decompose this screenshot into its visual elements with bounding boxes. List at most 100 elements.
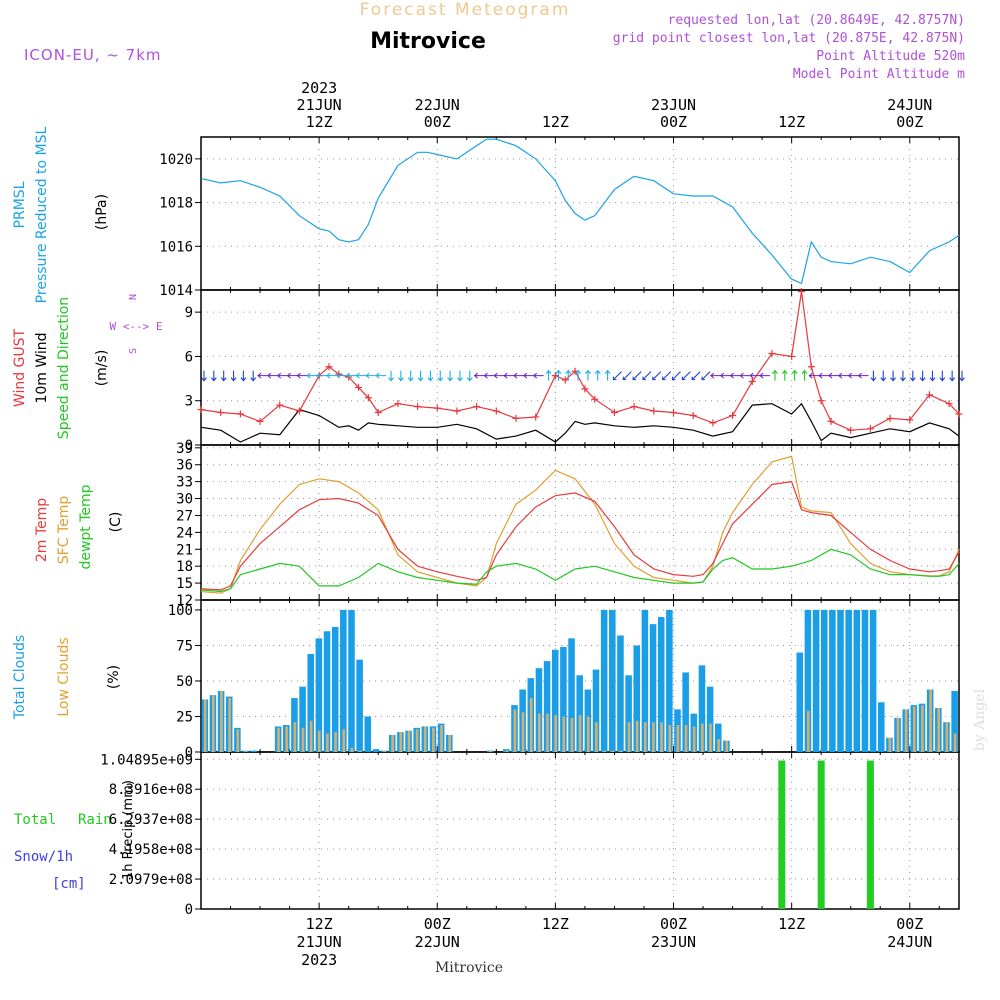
gust-marker bbox=[473, 403, 481, 411]
wind-direction-arrow bbox=[257, 372, 269, 379]
total-cloud-bar bbox=[837, 609, 844, 752]
clouds-labels: Total Clouds Low Clouds (%) bbox=[12, 635, 122, 720]
gust-marker bbox=[847, 426, 855, 434]
y-tick-label: 1.04895e+09 bbox=[100, 752, 193, 768]
low-cloud-bar bbox=[570, 717, 574, 752]
svg-text:(m/s): (m/s) bbox=[94, 350, 110, 387]
wind-direction-arrow bbox=[230, 370, 237, 382]
svg-text:2m Temp: 2m Temp bbox=[34, 498, 50, 562]
wind-direction-arrow bbox=[286, 372, 298, 379]
wind-compass: N W <--> E S bbox=[110, 294, 163, 354]
gust-marker bbox=[768, 349, 776, 357]
top-time-label: 12Z bbox=[542, 113, 569, 131]
y-tick-label: 39 bbox=[176, 441, 193, 457]
y-tick-label: 1018 bbox=[159, 196, 193, 212]
svg-text:Total Clouds: Total Clouds bbox=[12, 635, 28, 720]
precip-bar bbox=[866, 760, 874, 909]
gust-marker bbox=[325, 363, 333, 371]
low-cloud-bar bbox=[627, 722, 631, 752]
total-cloud-bar bbox=[869, 609, 877, 752]
top-time-label: 12Z bbox=[306, 113, 333, 131]
low-cloud-bar bbox=[652, 722, 655, 752]
low-cloud-bar bbox=[301, 727, 305, 752]
low-cloud-bar bbox=[912, 706, 916, 752]
wind-direction-arrow bbox=[949, 370, 956, 382]
total-cloud-bar bbox=[250, 750, 257, 752]
requested-coords: requested lon,lat (20.8649E, 42.8757N) bbox=[668, 13, 965, 28]
wind-direction-arrow bbox=[818, 372, 830, 379]
total-cloud-bar bbox=[796, 652, 804, 752]
wind-direction-arrow bbox=[296, 372, 308, 379]
svg-text:dewpt Temp: dewpt Temp bbox=[78, 484, 94, 569]
svg-text:N: N bbox=[128, 294, 139, 300]
total-cloud-bar bbox=[600, 609, 608, 752]
top-time-label: 00Z bbox=[424, 113, 451, 131]
wind-direction-arrow bbox=[652, 371, 662, 381]
gust-marker bbox=[276, 401, 284, 409]
total-cloud-bar bbox=[845, 609, 852, 752]
wind-direction-arrow bbox=[513, 372, 525, 379]
pressure-line bbox=[200, 138, 960, 285]
wind-direction-arrow bbox=[503, 372, 515, 379]
total-cloud-bar bbox=[568, 638, 575, 752]
low-cloud-bar bbox=[904, 709, 908, 752]
wind-direction-arrow bbox=[407, 370, 414, 382]
y-tick-label: 9 bbox=[185, 305, 193, 321]
gust-marker bbox=[906, 416, 914, 424]
wind-direction-arrow bbox=[857, 372, 869, 379]
bottom-time-label: 2023 bbox=[301, 951, 337, 969]
wind-direction-arrow bbox=[584, 369, 591, 381]
svg-text:10m Wind: 10m Wind bbox=[34, 332, 50, 403]
low-cloud-bar bbox=[635, 720, 639, 752]
gust-marker bbox=[817, 397, 825, 405]
total-cloud-bar bbox=[535, 668, 543, 752]
wind-direction-arrow bbox=[250, 370, 257, 382]
total-cloud-bar bbox=[951, 690, 958, 752]
bottom-time-label: 00Z bbox=[896, 915, 923, 933]
low-cloud-bar bbox=[415, 729, 419, 752]
panel-frame bbox=[200, 751, 960, 910]
low-cloud-bar bbox=[709, 723, 712, 752]
total-cloud-bar bbox=[706, 686, 714, 752]
wind-direction-arrow bbox=[210, 370, 217, 382]
wind-direction-arrow bbox=[306, 372, 318, 379]
wind-direction-arrow bbox=[890, 370, 897, 382]
wind-direction-arrow bbox=[220, 370, 227, 382]
total-cloud-bar bbox=[804, 609, 812, 752]
wind-direction-arrow bbox=[929, 370, 936, 382]
precip-labels: Total Rain Snow/1h [cm] 1h Precip (mm) bbox=[14, 780, 136, 892]
gust-marker bbox=[374, 409, 382, 417]
low-cloud-bar bbox=[285, 726, 288, 752]
wind-direction-arrow bbox=[365, 372, 377, 379]
low-cloud-bar bbox=[212, 695, 215, 752]
wind-direction-arrow bbox=[838, 372, 849, 379]
wind-direction-arrow bbox=[671, 371, 681, 381]
gust-marker bbox=[748, 378, 756, 386]
low-cloud-bar bbox=[546, 713, 549, 752]
bottom-time-label: 24JUN bbox=[887, 933, 932, 951]
total-cloud-bar bbox=[698, 665, 706, 752]
low-cloud-bar bbox=[676, 725, 680, 752]
low-cloud-bar bbox=[945, 722, 949, 752]
watermark: by Angel bbox=[972, 688, 988, 751]
panel-frame bbox=[200, 289, 960, 446]
total-cloud-bar bbox=[348, 609, 355, 752]
total-cloud-bar bbox=[812, 609, 820, 752]
wind-direction-arrow bbox=[427, 370, 434, 382]
total-cloud-bar bbox=[323, 631, 331, 752]
low-cloud-bar bbox=[562, 716, 566, 752]
gust-marker bbox=[561, 376, 569, 384]
y-tick-label: 0 bbox=[185, 745, 193, 761]
low-cloud-bar bbox=[203, 699, 207, 752]
low-cloud-bar bbox=[350, 747, 354, 752]
gust-marker bbox=[512, 414, 520, 422]
gust-marker bbox=[414, 403, 422, 411]
top-time-label: 00Z bbox=[896, 113, 923, 131]
y-tick-label: 4.1958e+08 bbox=[109, 842, 193, 858]
wind-direction-arrow bbox=[681, 371, 691, 381]
wind-direction-arrow bbox=[900, 370, 906, 382]
precip-bar bbox=[817, 760, 825, 909]
dewpoint-line bbox=[200, 548, 960, 593]
wind-labels: Wind GUST 10m Wind Speed and Direction (… bbox=[12, 297, 110, 439]
location-title: Mitrovice bbox=[370, 29, 486, 54]
